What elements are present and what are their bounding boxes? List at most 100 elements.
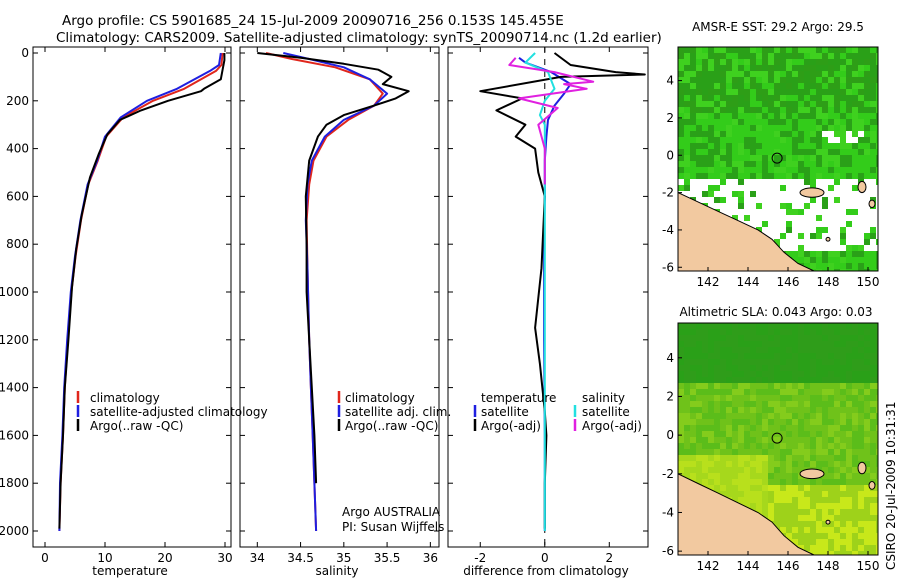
map-cell bbox=[690, 461, 697, 468]
map-cell bbox=[726, 197, 733, 204]
map-cell bbox=[708, 197, 715, 204]
map-cell bbox=[732, 155, 739, 162]
map-cell bbox=[738, 119, 745, 126]
map-cell bbox=[834, 191, 841, 198]
map-cell bbox=[732, 77, 739, 84]
map-cell bbox=[828, 401, 835, 408]
map-cell bbox=[768, 185, 775, 192]
map-cell bbox=[702, 125, 709, 132]
map-cell bbox=[678, 383, 685, 390]
map-cell bbox=[822, 353, 829, 360]
map-cell bbox=[816, 89, 823, 96]
map-cell bbox=[708, 383, 715, 390]
map-cell bbox=[810, 545, 817, 552]
map-cell bbox=[858, 443, 865, 450]
map-cell bbox=[678, 83, 685, 90]
map-cell bbox=[696, 143, 703, 150]
map-cell bbox=[864, 53, 871, 60]
map-cell bbox=[804, 149, 811, 156]
map-cell bbox=[822, 329, 829, 336]
map-cell bbox=[834, 101, 841, 108]
map-cell bbox=[828, 167, 835, 174]
map-cell bbox=[696, 371, 703, 378]
map-cell bbox=[708, 365, 715, 372]
map-cell bbox=[774, 185, 781, 192]
map-cell bbox=[870, 347, 877, 354]
map-cell bbox=[852, 269, 859, 271]
map-cell bbox=[858, 95, 865, 102]
map-cell bbox=[726, 143, 733, 150]
map-cell bbox=[714, 119, 721, 126]
map-cell bbox=[834, 545, 841, 552]
map-cell bbox=[792, 533, 799, 540]
map-cell bbox=[840, 59, 847, 66]
map-cell bbox=[876, 137, 878, 144]
map-cell bbox=[702, 101, 709, 108]
map-cell bbox=[840, 179, 847, 186]
map-cell bbox=[762, 161, 769, 168]
map-cell bbox=[714, 443, 721, 450]
map-cell bbox=[846, 479, 853, 486]
map-cell bbox=[810, 527, 817, 534]
map-cell bbox=[684, 83, 691, 90]
map-cell bbox=[762, 371, 769, 378]
map-cell bbox=[690, 125, 697, 132]
map-cell bbox=[822, 185, 829, 192]
map-cell bbox=[726, 485, 733, 492]
map-cell bbox=[828, 227, 835, 234]
map-cell bbox=[786, 461, 793, 468]
map-cell bbox=[846, 95, 853, 102]
map-cell bbox=[684, 377, 691, 384]
map-cell bbox=[684, 431, 691, 438]
map-cell bbox=[750, 455, 757, 462]
map-cell bbox=[846, 533, 853, 540]
map-cell bbox=[774, 365, 781, 372]
map-cell bbox=[816, 419, 823, 426]
map-cell bbox=[846, 107, 853, 114]
map-cell bbox=[834, 149, 841, 156]
map-cell bbox=[810, 149, 817, 156]
map-cell bbox=[738, 137, 745, 144]
map-cell bbox=[834, 377, 841, 384]
map-cell bbox=[720, 65, 727, 72]
map-cell bbox=[774, 473, 781, 480]
map-cell bbox=[828, 155, 835, 162]
map-cell bbox=[732, 353, 739, 360]
map-cell bbox=[846, 341, 853, 348]
map-cell bbox=[792, 125, 799, 132]
map-cell bbox=[822, 89, 829, 96]
map-cell bbox=[774, 143, 781, 150]
map-cell bbox=[870, 209, 877, 216]
map-cell bbox=[834, 437, 841, 444]
map-cell bbox=[822, 539, 829, 546]
map-cell bbox=[708, 479, 715, 486]
map-cell bbox=[750, 119, 757, 126]
map-cell bbox=[750, 185, 757, 192]
map-cell bbox=[852, 149, 859, 156]
map-cell bbox=[786, 485, 793, 492]
map-cell bbox=[876, 497, 878, 504]
map-cell bbox=[846, 89, 853, 96]
map-cell bbox=[846, 383, 853, 390]
map-cell bbox=[822, 455, 829, 462]
map-cell bbox=[690, 413, 697, 420]
map-cell bbox=[714, 455, 721, 462]
map-cell bbox=[768, 431, 775, 438]
map-cell bbox=[768, 101, 775, 108]
map-cell bbox=[756, 473, 763, 480]
map-cell bbox=[720, 455, 727, 462]
map-cell bbox=[846, 185, 853, 192]
map-cell bbox=[810, 95, 817, 102]
map-cell bbox=[780, 215, 787, 222]
map-cell bbox=[804, 71, 811, 78]
map-cell bbox=[714, 395, 721, 402]
map-cell bbox=[678, 107, 685, 114]
map-cell bbox=[768, 407, 775, 414]
map-cell bbox=[804, 485, 811, 492]
map-cell bbox=[852, 515, 859, 522]
map-cell bbox=[816, 503, 823, 510]
map-x-tick-label: 146 bbox=[777, 275, 800, 289]
map-cell bbox=[780, 353, 787, 360]
map-cell bbox=[708, 413, 715, 420]
map-cell bbox=[798, 101, 805, 108]
